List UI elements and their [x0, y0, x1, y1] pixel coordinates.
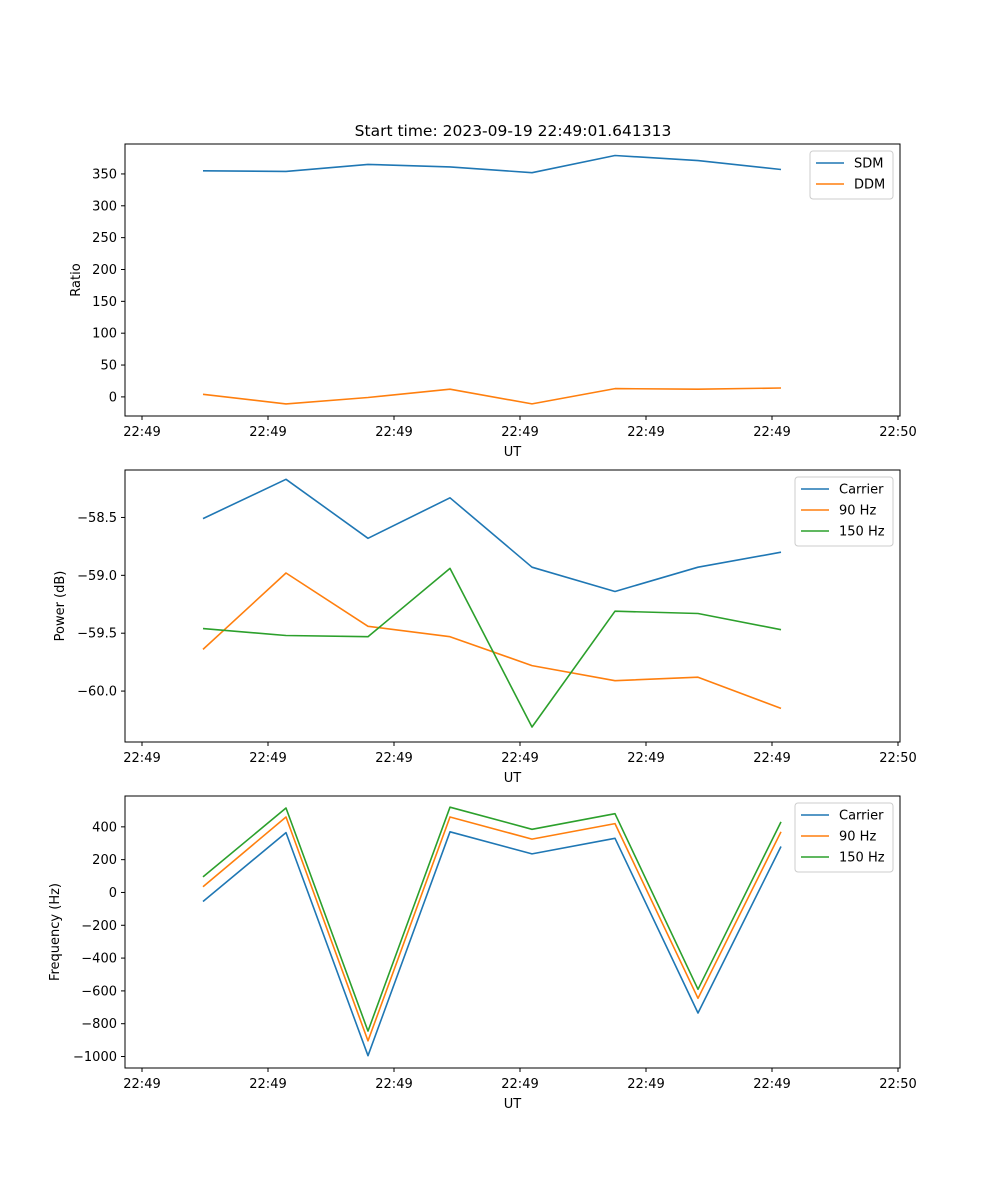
x-tick-label: 22:49 — [123, 1077, 160, 1092]
subplot-3: 22:49 22:49 22:49 22:49 22:49 22:49 22:50 −1000… — [48, 795, 917, 1112]
legend-label: 150 Hz — [839, 525, 885, 540]
y-tick-label: 150 — [92, 295, 117, 310]
axes-frame — [124, 469, 901, 743]
x-tick-label: 22:49 — [753, 1077, 790, 1092]
series-line-sdm — [202, 154, 782, 174]
x-tick-label: 22:49 — [501, 1077, 538, 1092]
legend-label: 150 Hz — [839, 851, 885, 866]
figure-title: Start time: 2023-09-19 22:49:01.641313 — [355, 122, 672, 140]
y-tick-label: −200 — [81, 919, 117, 934]
y-tick-label: 100 — [92, 327, 117, 342]
y-tick-label: 350 — [92, 167, 117, 182]
x-axis-label: UT — [504, 1097, 522, 1112]
y-tick-label: −59.0 — [77, 569, 117, 584]
y-tick-label: −60.0 — [77, 685, 117, 700]
plots-container: 22:49 22:49 22:49 22:49 22:49 22:49 22:50 0 50 10… — [48, 143, 917, 1112]
legend-label: SDM — [854, 157, 883, 172]
x-tick-label: 22:49 — [753, 751, 790, 766]
legend-box — [794, 476, 894, 547]
x-tick-label: 22:49 — [249, 751, 286, 766]
y-tick-label: 250 — [92, 231, 117, 246]
y-tick-label: −600 — [81, 984, 117, 999]
y-tick-label: −1000 — [73, 1050, 117, 1065]
x-tick-label: 22:49 — [627, 1077, 664, 1092]
x-tick-label: 22:50 — [879, 1077, 916, 1092]
subplot-1: 22:49 22:49 22:49 22:49 22:49 22:49 22:50 0 50 10… — [69, 143, 917, 460]
series-line-150-hz — [202, 806, 782, 1032]
legend: SDM DDM — [809, 150, 894, 200]
x-tick-label: 22:49 — [375, 751, 412, 766]
axes-frame — [124, 795, 901, 1069]
y-tick-label: 0 — [109, 886, 117, 901]
x-axis-label: UT — [504, 445, 522, 460]
y-tick-label: 0 — [109, 390, 117, 405]
legend-label: 90 Hz — [839, 830, 876, 845]
y-tick-label: −59.5 — [77, 627, 117, 642]
legend-label: Carrier — [839, 483, 884, 498]
x-tick-label: 22:49 — [627, 751, 664, 766]
legend-label: DDM — [854, 178, 885, 193]
x-tick-label: 22:49 — [375, 425, 412, 440]
x-tick-label: 22:49 — [501, 751, 538, 766]
series-line-carrier — [202, 830, 782, 1057]
subplot-2: 22:49 22:49 22:49 22:49 22:49 22:49 22:50 −60.0… — [53, 469, 917, 786]
y-axis-label: Power (dB) — [53, 571, 68, 642]
y-tick-label: −800 — [81, 1017, 117, 1032]
y-tick-label: 200 — [92, 263, 117, 278]
x-tick-label: 22:50 — [879, 425, 916, 440]
y-tick-label: −58.5 — [77, 511, 117, 526]
legend-label: Carrier — [839, 809, 884, 824]
x-tick-label: 22:49 — [627, 425, 664, 440]
legend: Carrier 90 Hz 150 Hz — [794, 476, 894, 547]
series-line-90-hz — [202, 816, 782, 1042]
x-tick-label: 22:49 — [123, 425, 160, 440]
x-tick-label: 22:49 — [249, 425, 286, 440]
x-tick-label: 22:49 — [249, 1077, 286, 1092]
y-tick-label: 300 — [92, 199, 117, 214]
y-tick-label: 50 — [100, 359, 117, 374]
y-tick-label: −400 — [81, 952, 117, 967]
series-line-90-hz — [202, 572, 782, 710]
y-tick-label: 400 — [92, 820, 117, 835]
x-tick-label: 22:50 — [879, 751, 916, 766]
series-line-150-hz — [202, 567, 782, 728]
axes-frame — [124, 143, 901, 417]
x-tick-label: 22:49 — [753, 425, 790, 440]
y-tick-label: 200 — [92, 853, 117, 868]
x-tick-label: 22:49 — [375, 1077, 412, 1092]
legend-label: 90 Hz — [839, 504, 876, 519]
x-axis-label: UT — [504, 771, 522, 786]
x-tick-label: 22:49 — [123, 751, 160, 766]
y-axis-label: Ratio — [69, 263, 84, 296]
series-line-carrier — [202, 478, 782, 593]
y-axis-label: Frequency (Hz) — [48, 883, 63, 981]
legend-box — [794, 802, 894, 873]
legend: Carrier 90 Hz 150 Hz — [794, 802, 894, 873]
series-line-ddm — [202, 387, 782, 405]
x-tick-label: 22:49 — [501, 425, 538, 440]
